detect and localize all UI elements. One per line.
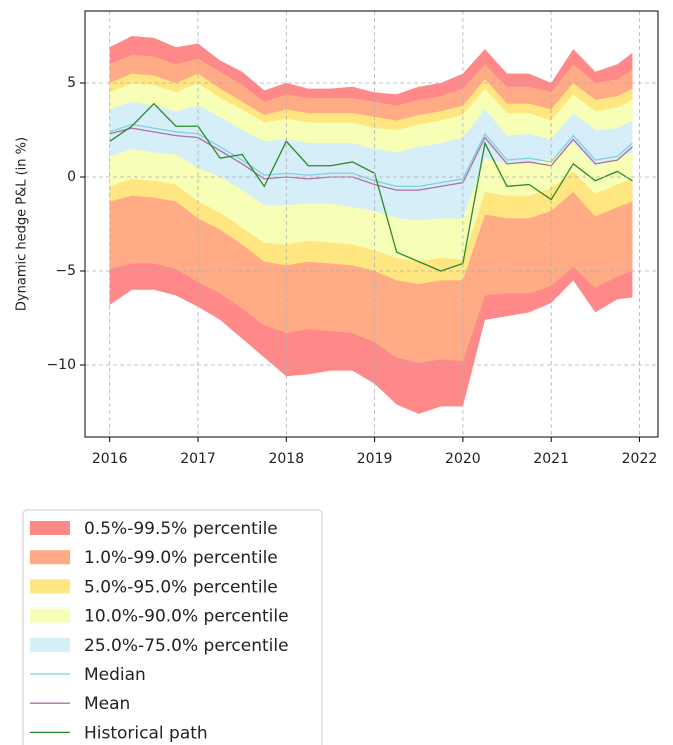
legend-label: 10.0%-90.0% percentile <box>84 607 289 627</box>
legend-swatch <box>30 579 70 594</box>
plot-area <box>85 11 658 437</box>
x-tick-label: 2019 <box>357 451 393 467</box>
legend-box <box>22 509 323 745</box>
x-tick-label: 2020 <box>445 451 481 467</box>
y-tick-label: −10 <box>46 357 76 373</box>
percentile-band <box>109 101 633 221</box>
x-tick-label: 2018 <box>268 451 304 467</box>
legend-label: Historical path <box>84 723 208 743</box>
y-axis-label: Dynamic hedge P&L (in %) <box>15 137 30 311</box>
legend-label: 25.0%-75.0% percentile <box>84 636 289 656</box>
legend-swatch <box>30 608 70 623</box>
y-tick-label: 5 <box>67 75 76 91</box>
plot-frame <box>84 10 659 438</box>
y-tick-label: −5 <box>55 263 76 279</box>
legend-label: 0.5%-99.5% percentile <box>84 519 278 539</box>
legend-swatch <box>30 637 70 652</box>
x-tick-label: 2016 <box>92 451 128 467</box>
legend-label: Mean <box>84 694 130 714</box>
legend-label: 1.0%-99.0% percentile <box>84 548 278 568</box>
legend-label: Median <box>84 665 146 685</box>
legend-label: 5.0%-95.0% percentile <box>84 577 278 597</box>
y-tick-label: 0 <box>67 169 76 185</box>
x-tick-label: 2022 <box>622 451 658 467</box>
x-tick-label: 2017 <box>180 451 216 467</box>
legend-swatch <box>30 550 70 565</box>
x-tick-label: 2021 <box>533 451 569 467</box>
legend-swatch <box>30 521 70 535</box>
